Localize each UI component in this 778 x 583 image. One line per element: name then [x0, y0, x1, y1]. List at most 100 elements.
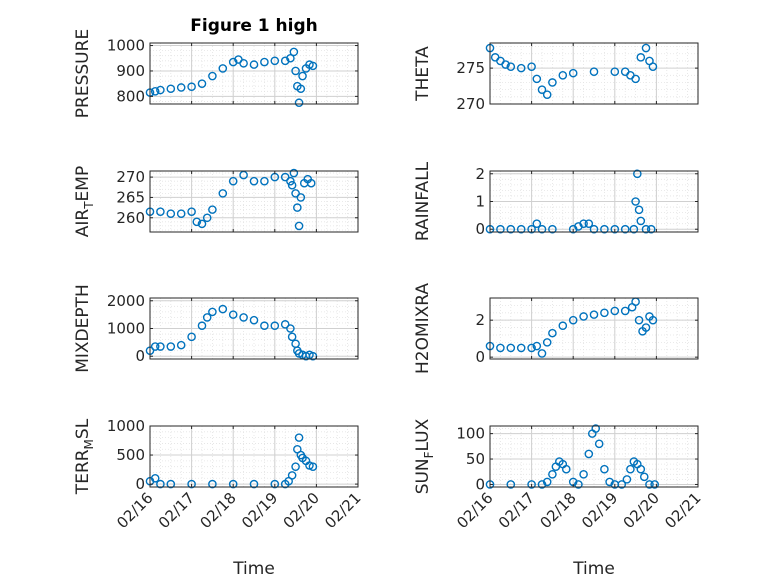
data-point: [537, 224, 547, 234]
x-tick-label: 02/20: [280, 489, 323, 532]
y-tick-label: 1: [475, 193, 485, 211]
data-point: [296, 193, 306, 202]
data-point: [641, 224, 651, 234]
data-point: [291, 189, 300, 198]
data-point: [633, 169, 642, 179]
data-point: [542, 90, 552, 99]
data-point: [516, 63, 526, 73]
data-point: [260, 57, 269, 67]
y-axis-label: SUNFLUX: [413, 418, 436, 494]
data-point: [308, 462, 318, 471]
x-tick-label: 02/18: [196, 489, 239, 532]
data-point: [636, 216, 646, 226]
data-point: [641, 43, 651, 53]
data-point: [218, 189, 228, 198]
data-point: [636, 464, 646, 474]
data-point: [187, 479, 196, 489]
data-point: [584, 219, 594, 228]
subplot-pressure: 800 900 1000 PRESSURE Figure 1 high: [73, 16, 359, 118]
data-point: [287, 180, 297, 190]
data-point: [176, 340, 186, 350]
data-point: [270, 321, 280, 331]
data-point: [558, 70, 568, 80]
data-point: [646, 224, 656, 234]
data-point: [589, 310, 599, 319]
x-tick-label: 02/19: [238, 489, 281, 532]
data-point: [501, 60, 510, 69]
data-point: [176, 209, 186, 218]
y-tick-label: 0: [135, 347, 145, 365]
data-point: [610, 67, 620, 77]
data-point: [260, 176, 269, 186]
subplot-h2omixra: 0 2 H2OMIXRA: [413, 283, 699, 374]
y-tick-label: 0: [475, 220, 485, 238]
data-point: [156, 207, 165, 216]
data-point: [579, 469, 588, 479]
data-point: [537, 349, 547, 358]
data-point: [291, 462, 300, 471]
data-point: [202, 313, 212, 322]
subplot-theta: 270 275 THETA: [413, 42, 699, 113]
y-tick-label: 260: [116, 209, 145, 227]
x-tick-label: 02/17: [495, 489, 538, 532]
data-point: [532, 341, 542, 351]
data-point: [542, 477, 552, 487]
data-point: [527, 343, 536, 353]
data-point: [280, 320, 290, 329]
y-axis-label: H2OMIXRA: [413, 283, 433, 374]
data-point: [187, 332, 196, 342]
data-point: [610, 306, 620, 316]
axes-box: [489, 297, 699, 360]
y-tick-label: 1000: [107, 417, 145, 435]
y-tick-label: 1000: [107, 37, 145, 55]
data-point: [197, 79, 207, 88]
data-point: [548, 328, 557, 338]
data-point: [228, 310, 238, 319]
y-tick-label: 0: [475, 475, 485, 493]
data-point: [548, 78, 557, 87]
x-axis-label: Time: [232, 559, 275, 579]
data-point: [631, 197, 640, 206]
data-point: [620, 306, 630, 316]
y-tick-label: 900: [116, 62, 145, 80]
data-point: [306, 178, 316, 188]
axes-box: [489, 42, 699, 105]
data-point: [308, 61, 318, 71]
y-tick-label: 270: [456, 95, 485, 113]
data-point: [620, 224, 630, 234]
data-point: [634, 315, 644, 325]
data-point: [294, 433, 304, 442]
data-point: [150, 473, 160, 483]
data-point: [622, 475, 632, 484]
y-tick-label: 2000: [107, 292, 145, 310]
data-point: [289, 47, 299, 57]
y-tick-label: 1000: [107, 320, 145, 338]
data-point: [208, 307, 217, 317]
data-point: [548, 469, 557, 479]
y-tick-label: 100: [456, 425, 485, 443]
data-point: [286, 176, 295, 186]
data-point: [286, 53, 295, 63]
data-point: [496, 224, 505, 234]
data-point: [584, 449, 594, 459]
x-axis-label: Time: [572, 559, 615, 579]
data-point: [639, 472, 649, 482]
data-point: [287, 332, 297, 342]
data-point: [249, 60, 259, 69]
data-point: [192, 217, 202, 227]
data-point: [249, 479, 259, 489]
data-point: [249, 176, 259, 186]
data-point: [270, 479, 280, 489]
data-point: [506, 480, 516, 489]
data-point: [600, 224, 609, 234]
subplot-rainfall: 0 1 2 RAINFALL: [413, 161, 699, 241]
y-axis-label: RAINFALL: [413, 161, 433, 241]
data-point: [270, 56, 280, 66]
axes-box: [489, 425, 699, 488]
data-point: [527, 480, 536, 489]
subplot-sun-flux: 0 50 100 SUNFLUX 02/1602/1702/1802/1902/2002…: [413, 418, 705, 579]
data-point: [594, 439, 604, 449]
data-point: [631, 74, 640, 84]
data-point: [298, 71, 307, 81]
data-point: [166, 479, 176, 489]
